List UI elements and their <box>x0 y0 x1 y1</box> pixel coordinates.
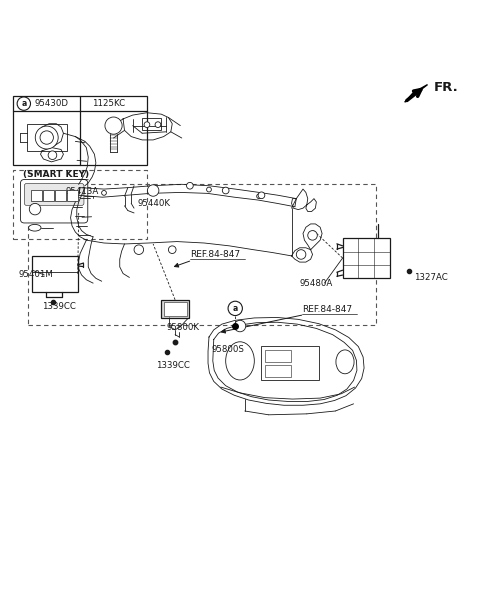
Circle shape <box>149 187 154 192</box>
Circle shape <box>147 185 159 196</box>
Text: 95413A: 95413A <box>66 187 99 196</box>
Circle shape <box>228 301 242 316</box>
Text: 1339CC: 1339CC <box>156 361 191 370</box>
Bar <box>164 302 187 316</box>
Text: 95440K: 95440K <box>137 200 170 208</box>
Bar <box>161 300 189 318</box>
Circle shape <box>258 192 265 199</box>
Circle shape <box>45 129 56 141</box>
Text: FR.: FR. <box>433 81 458 94</box>
Circle shape <box>17 97 31 110</box>
Bar <box>33 256 78 292</box>
Text: REF.84-847: REF.84-847 <box>302 305 352 315</box>
Text: 95480A: 95480A <box>300 278 333 288</box>
Circle shape <box>35 126 58 149</box>
Text: a: a <box>233 304 238 313</box>
Circle shape <box>134 245 144 255</box>
Text: 95430D: 95430D <box>35 99 69 108</box>
Text: a: a <box>21 99 26 108</box>
Bar <box>55 190 66 201</box>
Bar <box>67 190 78 201</box>
Bar <box>265 351 291 362</box>
FancyBboxPatch shape <box>21 179 88 223</box>
Circle shape <box>105 117 122 134</box>
Bar <box>32 190 42 201</box>
Text: 1339CC: 1339CC <box>42 302 76 312</box>
Bar <box>13 170 147 239</box>
Bar <box>28 184 376 325</box>
Text: 1327AC: 1327AC <box>414 273 448 282</box>
Bar <box>13 96 147 165</box>
Polygon shape <box>405 84 428 102</box>
Circle shape <box>187 182 193 189</box>
Text: 1125KC: 1125KC <box>92 99 125 108</box>
Text: (SMART KEY): (SMART KEY) <box>23 170 89 179</box>
Circle shape <box>102 190 107 195</box>
Bar <box>262 346 319 380</box>
Circle shape <box>234 320 246 332</box>
Bar <box>343 237 390 278</box>
Circle shape <box>29 203 41 215</box>
Bar <box>142 119 161 130</box>
Circle shape <box>206 187 211 192</box>
Bar <box>43 190 54 201</box>
Circle shape <box>155 122 161 127</box>
Circle shape <box>296 250 306 259</box>
Ellipse shape <box>29 225 41 231</box>
Text: 95800K: 95800K <box>166 323 199 332</box>
Circle shape <box>144 122 150 127</box>
Text: 95401M: 95401M <box>18 271 53 280</box>
Circle shape <box>48 151 57 160</box>
Bar <box>265 365 291 376</box>
Text: REF.84-847: REF.84-847 <box>190 250 240 259</box>
Circle shape <box>257 194 262 199</box>
Circle shape <box>40 131 53 144</box>
Text: 95800S: 95800S <box>211 345 244 354</box>
Circle shape <box>308 231 317 240</box>
Bar <box>27 124 67 151</box>
Circle shape <box>168 246 176 253</box>
FancyBboxPatch shape <box>24 184 84 206</box>
Circle shape <box>222 187 229 194</box>
